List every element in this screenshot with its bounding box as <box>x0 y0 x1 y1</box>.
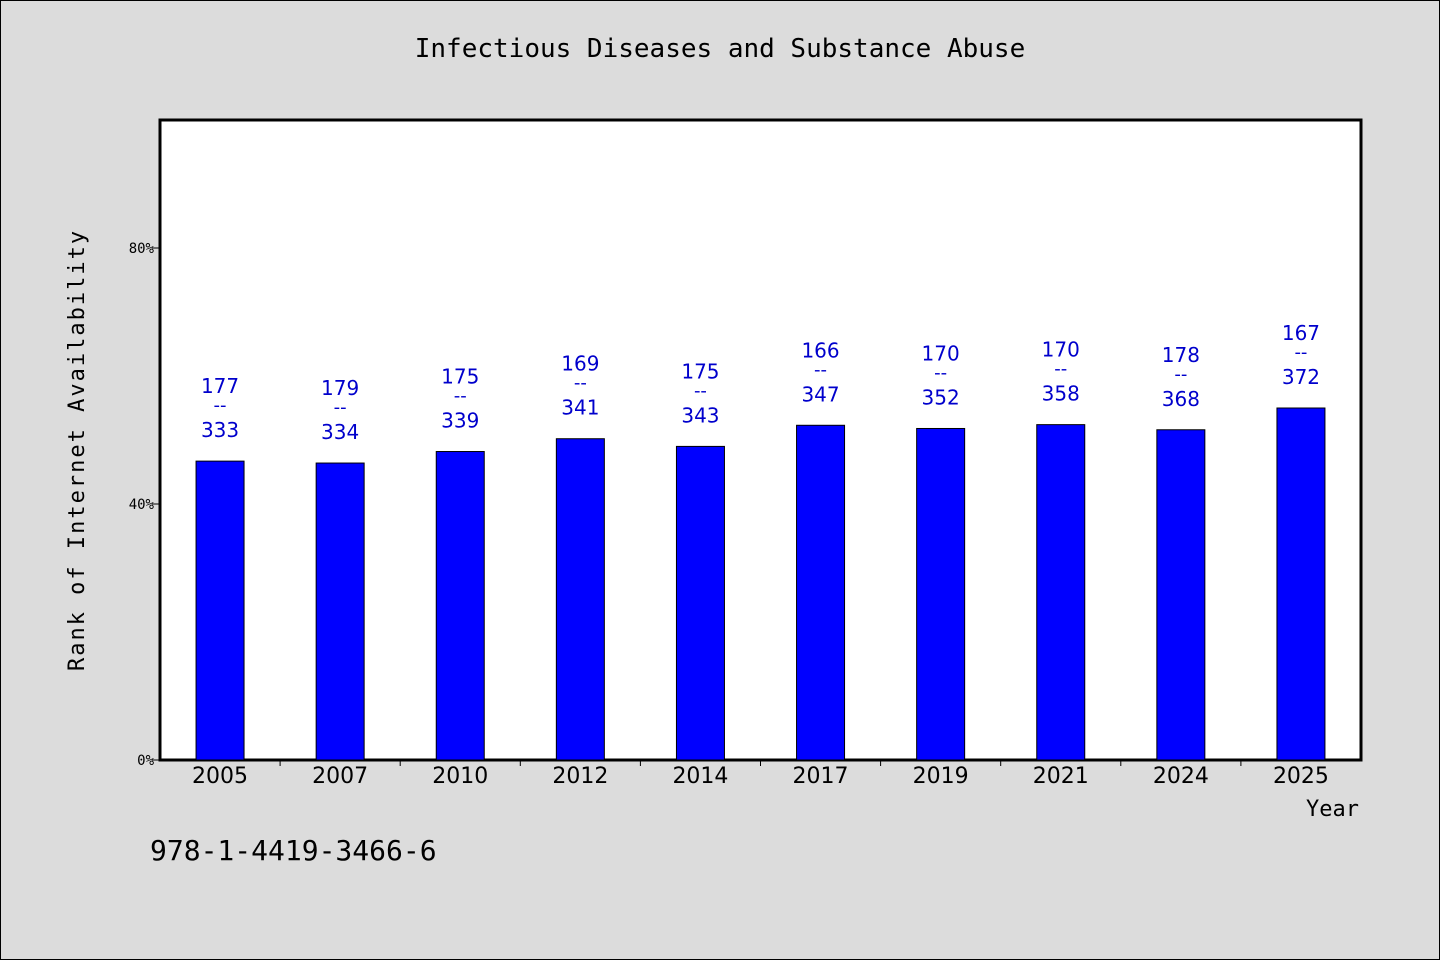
y-tick-label: 40% <box>129 497 155 513</box>
x-tick-label: 2010 <box>432 764 488 789</box>
bar <box>1036 424 1086 761</box>
data-label-separator: -- <box>454 386 467 407</box>
data-label-bottom: 333 <box>201 418 239 442</box>
data-label-separator: -- <box>694 380 707 401</box>
data-label-separator: -- <box>1174 364 1187 385</box>
data-label-bottom: 334 <box>321 420 359 444</box>
data-label-separator: -- <box>934 362 947 383</box>
x-axis-label: Year <box>1306 797 1359 822</box>
data-label-separator: -- <box>334 397 347 418</box>
y-tick-label: 80% <box>129 241 155 257</box>
y-tick-label: 0% <box>137 753 154 769</box>
x-tick-label: 2012 <box>552 764 608 789</box>
data-label-top: 167 <box>1282 321 1320 345</box>
x-tick-label: 2017 <box>793 764 849 789</box>
isbn-label: 978-1-4419-3466-6 <box>150 834 437 867</box>
bar <box>796 424 846 761</box>
data-label-bottom: 372 <box>1282 365 1320 389</box>
data-label-bottom: 339 <box>441 409 479 433</box>
chart-title: Infectious Diseases and Substance Abuse <box>414 34 1026 64</box>
data-label-top: 178 <box>1162 343 1200 367</box>
data-label-top: 175 <box>681 359 719 383</box>
data-label-separator: -- <box>1054 359 1067 380</box>
data-label-bottom: 368 <box>1162 387 1200 411</box>
data-label-bottom: 347 <box>801 382 839 406</box>
x-tick-label: 2014 <box>672 764 728 789</box>
bar <box>675 445 725 761</box>
bar <box>435 451 485 761</box>
bar <box>916 427 966 761</box>
bar <box>555 438 605 761</box>
data-label-bottom: 341 <box>561 396 599 420</box>
x-tick-label: 2019 <box>913 764 969 789</box>
bar <box>1156 429 1206 761</box>
x-tick-label: 2007 <box>312 764 368 789</box>
data-label-top: 170 <box>922 341 960 365</box>
x-tick-label: 2005 <box>192 764 248 789</box>
data-label-bottom: 352 <box>922 385 960 409</box>
data-label-top: 177 <box>201 374 239 398</box>
data-label-top: 175 <box>441 365 479 389</box>
data-label-bottom: 358 <box>1042 382 1080 406</box>
data-label-top: 170 <box>1042 338 1080 362</box>
y-axis-label: Rank of Internet Availability <box>65 229 90 671</box>
data-label-separator: -- <box>574 373 587 394</box>
bar <box>195 460 245 761</box>
x-tick-label: 2021 <box>1033 764 1089 789</box>
bar <box>315 462 365 761</box>
data-label-top: 169 <box>561 352 599 376</box>
x-tick-label: 2024 <box>1153 764 1209 789</box>
data-label-top: 166 <box>801 338 839 362</box>
bar <box>1276 407 1326 761</box>
data-label-bottom: 343 <box>681 403 719 427</box>
data-label-top: 179 <box>321 376 359 400</box>
data-label-separator: -- <box>814 359 827 380</box>
data-label-separator: -- <box>1294 342 1307 363</box>
x-tick-label: 2025 <box>1273 764 1329 789</box>
data-label-separator: -- <box>214 395 227 416</box>
